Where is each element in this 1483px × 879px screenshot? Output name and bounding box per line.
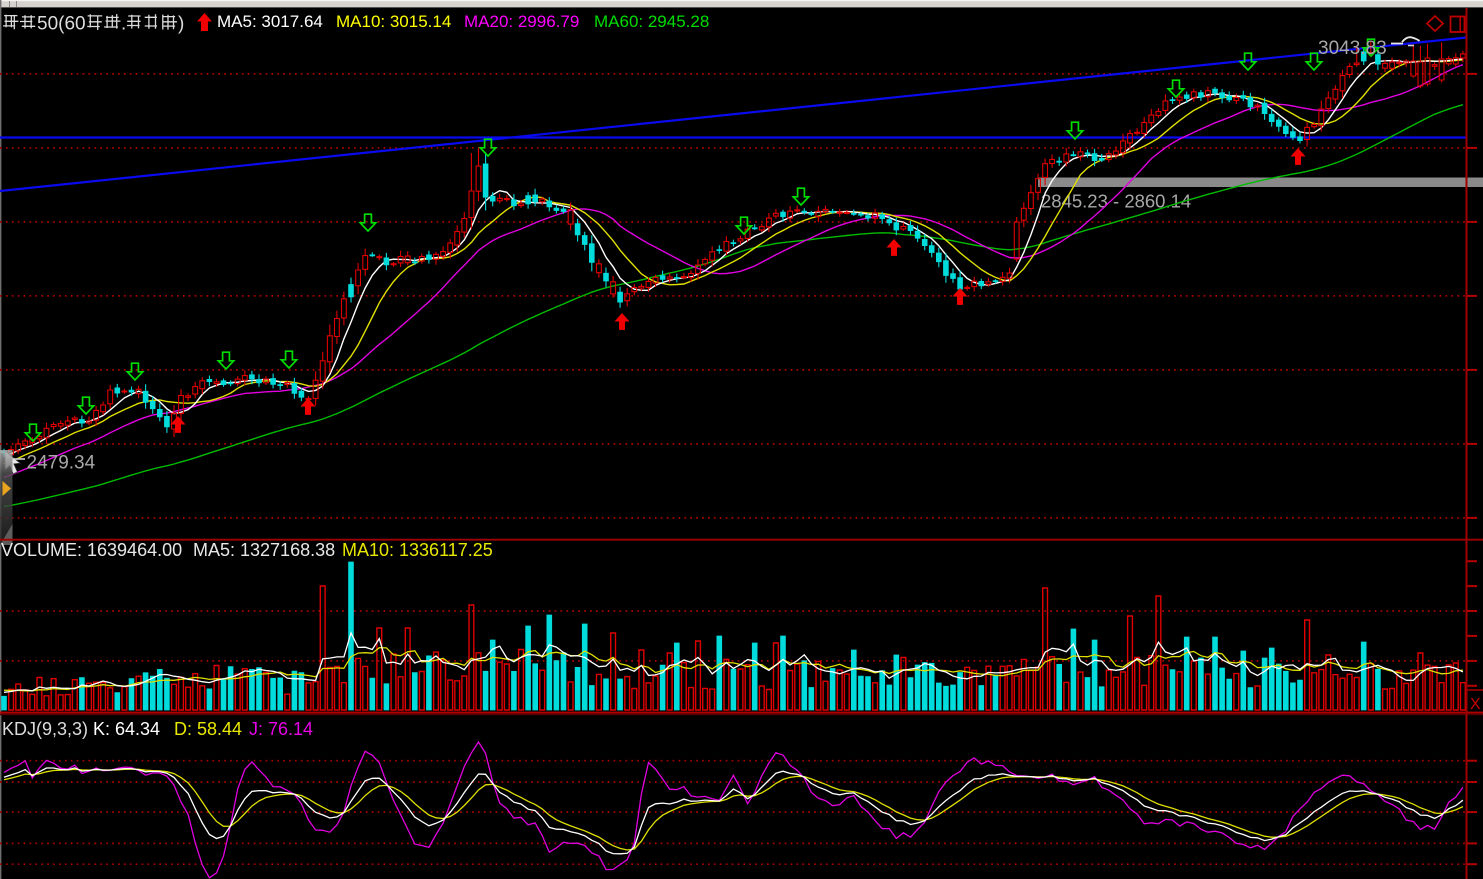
svg-text:2845.23 - 2860.14: 2845.23 - 2860.14 bbox=[1041, 191, 1191, 212]
svg-text:MA10: 3015.14: MA10: 3015.14 bbox=[336, 12, 451, 31]
svg-text:): ) bbox=[178, 14, 184, 35]
svg-text:J: 76.14: J: 76.14 bbox=[249, 719, 313, 739]
svg-text:X: X bbox=[1470, 696, 1481, 713]
svg-text:MA60: 2945.28: MA60: 2945.28 bbox=[594, 12, 709, 31]
svg-text:.: . bbox=[121, 14, 126, 35]
svg-text:MA10: 1336117.25: MA10: 1336117.25 bbox=[342, 540, 493, 560]
svg-text:3043.83: 3043.83 bbox=[1318, 38, 1387, 59]
svg-text:MA20: 2996.79: MA20: 2996.79 bbox=[464, 12, 579, 31]
svg-text:VOLUME: 1639464.00: VOLUME: 1639464.00 bbox=[1, 540, 182, 560]
svg-text:50(60: 50(60 bbox=[37, 14, 86, 35]
svg-text:MA5: 3017.64: MA5: 3017.64 bbox=[217, 12, 323, 31]
svg-text:K: 64.34: K: 64.34 bbox=[93, 719, 160, 739]
svg-text:D: 58.44: D: 58.44 bbox=[174, 719, 242, 739]
svg-text:2479.34: 2479.34 bbox=[27, 453, 96, 474]
svg-text:KDJ(9,3,3): KDJ(9,3,3) bbox=[2, 719, 88, 739]
svg-text:MA5: 1327168.38: MA5: 1327168.38 bbox=[193, 540, 335, 560]
